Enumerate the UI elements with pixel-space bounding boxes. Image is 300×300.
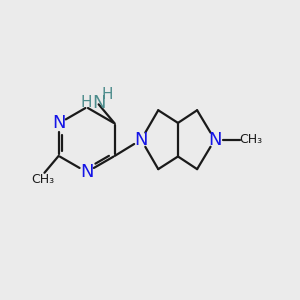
Text: N: N <box>92 94 105 112</box>
Text: H: H <box>101 86 113 101</box>
Text: N: N <box>80 163 93 181</box>
Text: CH₃: CH₃ <box>239 133 262 146</box>
Text: H: H <box>80 95 92 110</box>
Text: CH₃: CH₃ <box>32 173 55 186</box>
Text: N: N <box>134 131 148 149</box>
Text: N: N <box>52 115 65 133</box>
Text: N: N <box>208 131 221 149</box>
